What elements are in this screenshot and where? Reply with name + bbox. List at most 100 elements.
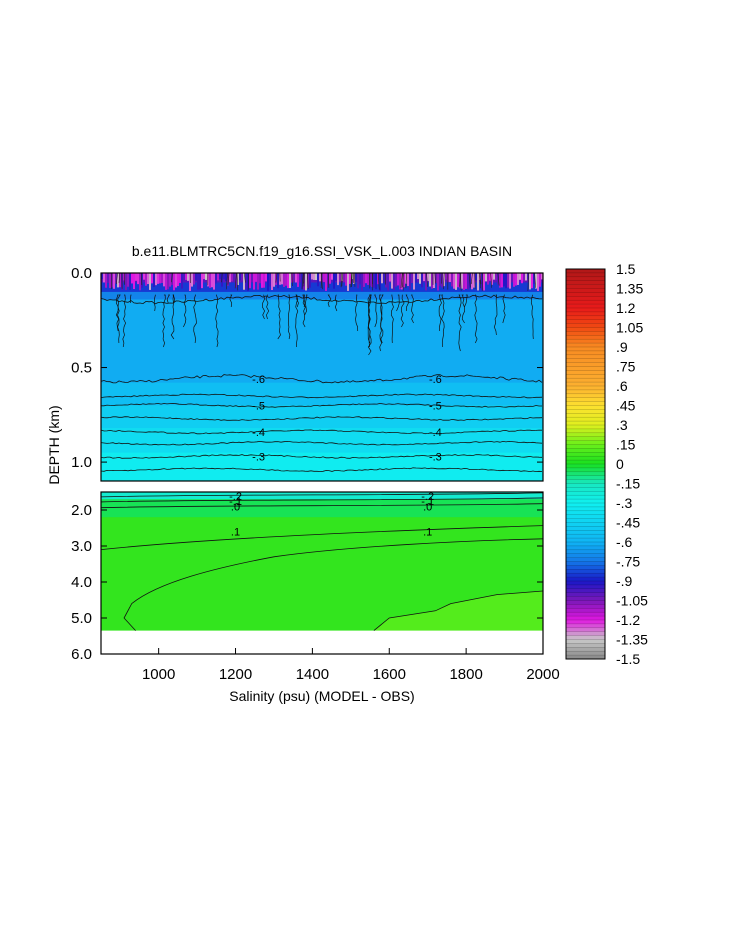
noise-cell xyxy=(293,273,295,282)
colorbar-cell xyxy=(566,389,605,395)
noise-cell xyxy=(197,273,199,290)
colorbar-cell xyxy=(566,401,605,406)
mixed-layer-contour xyxy=(229,294,233,308)
noise-cell xyxy=(141,273,143,288)
upper-contours: -.6 -.6 -.5 -.5 -.4 -.4 -.3 -.3 xyxy=(101,294,543,473)
noise-cell xyxy=(241,273,243,281)
mixed-layer-contour xyxy=(296,294,299,308)
noise-cell xyxy=(215,273,217,284)
noise-cell xyxy=(179,273,181,283)
noise-cell xyxy=(261,273,263,288)
colorbar-cell xyxy=(566,631,605,636)
mixed-layer-contour xyxy=(129,294,132,304)
mixed-layer-contour xyxy=(265,294,270,320)
lower-contour-0 xyxy=(101,492,543,498)
noise-cell xyxy=(169,273,171,287)
x-tick-label: 1000 xyxy=(142,666,175,683)
noise-cell xyxy=(533,273,535,284)
noise-cell xyxy=(249,273,251,289)
colorbar-cell xyxy=(566,362,605,367)
colorbar-label: -.6 xyxy=(616,534,633,550)
colorbar-cell xyxy=(566,596,605,601)
colorbar-cell xyxy=(566,311,605,317)
colorbar-cell xyxy=(566,464,605,469)
colorbar-cell xyxy=(566,444,605,449)
upper-contour-label: -.5 xyxy=(429,400,442,412)
noise-cell xyxy=(365,273,367,284)
lower-contour-label: .0 xyxy=(423,502,432,514)
noise-cell xyxy=(353,273,355,284)
noise-cell xyxy=(243,273,245,290)
noise-cell xyxy=(419,273,421,284)
noise-cell xyxy=(387,273,389,291)
noise-cell xyxy=(183,273,185,281)
noise-cell xyxy=(277,273,279,289)
noise-cell xyxy=(401,273,403,290)
colorbar-cell xyxy=(566,436,605,441)
colorbar-label: 1.35 xyxy=(616,281,643,297)
mixed-layer-contour xyxy=(530,294,534,340)
mixed-layer-contour xyxy=(390,294,394,344)
noise-cell xyxy=(369,273,371,286)
colorbar-cell xyxy=(566,354,605,359)
surface-noise xyxy=(101,273,543,291)
noise-cell xyxy=(323,273,325,282)
noise-cell xyxy=(437,273,439,291)
mixed-layer-contour xyxy=(327,294,332,308)
colorbar-cell xyxy=(566,397,605,402)
noise-cell xyxy=(177,273,179,287)
noise-cell xyxy=(163,273,165,287)
lower-contour-label: -.2 xyxy=(229,491,242,503)
colorbar-cell xyxy=(566,569,605,574)
noise-cell xyxy=(101,273,103,280)
noise-cell xyxy=(541,273,543,280)
colorbar-cell xyxy=(566,627,605,632)
noise-cell xyxy=(395,273,397,287)
mixed-layer-contour xyxy=(355,294,359,332)
colorbar-cell xyxy=(566,440,605,445)
noise-stroke xyxy=(377,273,380,290)
mixed-layer-contour xyxy=(262,294,265,320)
colorbar-cell xyxy=(566,479,605,484)
noise-cell xyxy=(385,273,387,288)
noise-cell xyxy=(391,273,393,289)
noise-cell xyxy=(231,273,233,282)
noise-cell xyxy=(301,273,303,289)
colorbar-cell xyxy=(566,432,605,437)
noise-cell xyxy=(317,273,319,287)
noise-stroke xyxy=(275,273,278,283)
noise-cell xyxy=(321,273,323,282)
noise-cell xyxy=(429,273,431,287)
colorbar-label: -.15 xyxy=(616,476,640,492)
colorbar-label: -1.2 xyxy=(616,612,640,628)
colorbar-cell xyxy=(566,343,605,348)
noise-cell xyxy=(247,273,249,291)
noise-cell xyxy=(495,273,497,281)
noise-cell xyxy=(493,273,495,280)
colorbar-cell xyxy=(566,620,605,625)
colorbar-cell xyxy=(566,573,605,578)
colorbar-cell xyxy=(566,491,605,496)
noise-stroke xyxy=(244,273,246,283)
lower-y-ticks: 2.0 3.0 4.0 5.0 6.0 xyxy=(71,502,543,663)
colorbar-cell xyxy=(566,425,605,430)
colorbar-cell xyxy=(566,339,605,344)
noise-cell xyxy=(453,273,455,289)
lower-panel: -.2 -.2-.1 -.1.0.0.1.1 2.03.04.05.06.0 100… xyxy=(71,491,560,683)
mixed-layer-contour xyxy=(304,294,308,316)
noise-cell xyxy=(411,273,413,284)
colorbar-label: 1.2 xyxy=(616,300,636,316)
noise-cell xyxy=(375,273,377,290)
mixed-layer-contour xyxy=(287,294,291,340)
noise-cell xyxy=(361,273,363,291)
noise-cell xyxy=(367,273,369,285)
colorbar-cell xyxy=(566,557,605,562)
noise-cell xyxy=(413,273,415,290)
noise-cell xyxy=(137,273,139,285)
colorbar-cell xyxy=(566,315,605,320)
mixed-layer-contour xyxy=(367,294,372,348)
upper-contour-1 xyxy=(101,374,543,384)
noise-cell xyxy=(341,273,343,282)
noise-cell xyxy=(491,273,493,285)
noise-cell xyxy=(507,273,509,288)
